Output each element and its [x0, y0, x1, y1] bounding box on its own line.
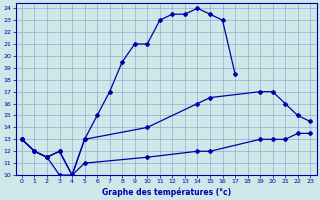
X-axis label: Graphe des températures (°c): Graphe des températures (°c) — [101, 187, 231, 197]
